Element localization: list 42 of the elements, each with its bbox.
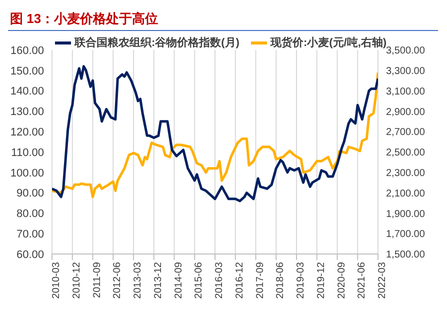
x-tick-label: 2013-03 — [132, 262, 144, 299]
y2-tick-label: 3,300.00 — [386, 66, 426, 77]
y2-tick-label: 2,100.00 — [386, 188, 426, 200]
y2-tick-label: 2,900.00 — [386, 106, 426, 118]
x-tick-label: 2020-09 — [336, 262, 348, 299]
y-tick-label: 80.00 — [16, 208, 44, 220]
y-tick-label: 120.00 — [10, 126, 44, 139]
y2-tick-label: 1,700.00 — [386, 229, 426, 240]
y-tick-label: 130.00 — [10, 106, 44, 118]
legend-label: 现货价:小麦(元/吨,右轴) — [270, 36, 387, 49]
y-tick-label: 110.00 — [11, 146, 44, 159]
x-tick-label: 2021-06 — [356, 262, 368, 299]
legend-label: 联合国粮农组织:谷物价格指数(月) — [74, 36, 240, 50]
y2-tick-label: 1,500.00 — [386, 250, 426, 261]
y-tick-label: 90.00 — [16, 188, 44, 200]
x-tick-label: 2019-12 — [316, 262, 327, 299]
x-tick-label: 2015-06 — [194, 262, 205, 299]
y-tick-label: 100.00 — [10, 167, 44, 180]
x-tick-label: 2019-03 — [296, 262, 307, 299]
y-tick-label: 60.00 — [16, 248, 44, 261]
y2-tick-label: 2,500.00 — [386, 148, 426, 159]
y2-tick-label: 1,900.00 — [386, 208, 426, 220]
x-tick-label: 2022-03 — [377, 262, 388, 299]
x-tick-label: 2010-12 — [71, 262, 82, 299]
x-tick-label: 2016-03 — [214, 262, 226, 299]
y-tick-label: 140.00 — [10, 86, 44, 98]
x-tick-label: 2017-09 — [254, 262, 266, 299]
y2-tick-label: 3,500.00 — [386, 46, 426, 57]
x-tick-label: 2018-06 — [275, 262, 286, 299]
x-tick-label: 2013-12 — [152, 262, 164, 299]
y-tick-label: 70.00 — [16, 228, 44, 241]
x-tick-label: 2011-09 — [92, 262, 103, 298]
y2-tick-label: 2,700.00 — [386, 127, 426, 138]
chart-title: 图 13：小麦价格处于高位 — [8, 8, 438, 31]
x-tick-label: 2010-03 — [51, 262, 62, 299]
x-tick-label: 2016-12 — [234, 262, 246, 299]
x-tick-label: 2014-09 — [173, 262, 184, 299]
x-tick-label: 2012-06 — [112, 262, 124, 299]
y-tick-label: 160.00 — [10, 44, 44, 57]
y2-tick-label: 2,300.00 — [386, 168, 426, 179]
y2-tick-label: 3,100.00 — [386, 86, 426, 98]
y-tick-label: 150.00 — [10, 65, 44, 78]
